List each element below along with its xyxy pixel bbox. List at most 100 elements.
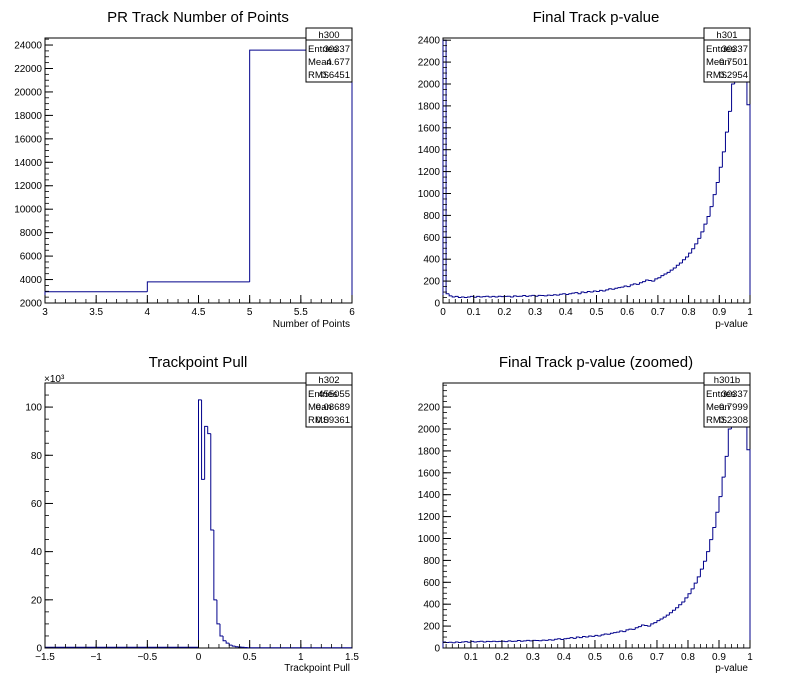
histogram-bin (721, 151, 726, 168)
stats-name: h302 (318, 375, 339, 386)
histogram-bin (691, 248, 695, 254)
histogram-bin (709, 206, 714, 217)
histogram-bin (470, 295, 474, 297)
histogram-bin (657, 277, 661, 279)
histogram-bin (690, 588, 695, 594)
histogram-bin (454, 295, 459, 297)
histogram-bin (688, 252, 692, 258)
histogram-bin (596, 290, 600, 292)
stats-name: h301b (714, 375, 740, 386)
histogram-bin (494, 296, 499, 298)
histogram-bin (634, 627, 639, 630)
x-tick-label: 0 (440, 307, 446, 318)
histogram-bin (467, 296, 471, 298)
y-tick-label: 1800 (418, 446, 441, 457)
y-tick-label: 0 (434, 299, 440, 310)
histogram-bin (207, 426, 211, 435)
histogram-bin (583, 292, 588, 294)
histogram-bin (718, 166, 723, 183)
histogram-bin (614, 287, 618, 290)
histogram-bin (678, 604, 682, 608)
stats-label-mean: Mean (308, 57, 332, 68)
histogram-bin (546, 294, 551, 296)
histogram-bin (529, 640, 533, 642)
y-tick-label: 800 (423, 211, 440, 222)
histogram-bin (731, 83, 735, 112)
histogram-bin (625, 629, 630, 632)
histogram-bin (597, 635, 602, 637)
x-tick-label: 0.6 (620, 307, 634, 318)
y-tick-label: 10000 (14, 205, 42, 216)
histogram-bin (146, 281, 250, 292)
histogram-bin (645, 279, 649, 282)
x-tick-label: 0.7 (651, 307, 665, 318)
histogram-bin (565, 293, 569, 295)
x-tick-label: 0.1 (467, 307, 481, 318)
y-tick-label: 18000 (14, 111, 42, 122)
histogram-bin (204, 425, 208, 480)
histogram-bin (678, 262, 683, 266)
x-tick-label: −1.5 (35, 652, 55, 663)
pad-trackpoint-pull: Trackpoint Pull Trackpoint Pull ×10³ −1.… (25, 354, 359, 674)
histogram-bin (671, 609, 676, 613)
y-tick-label: 2200 (418, 403, 441, 414)
histogram-bin (528, 295, 533, 297)
histogram-bin (531, 294, 536, 296)
histogram-bin (721, 476, 726, 497)
histogram-bin (599, 289, 603, 292)
histogram-bin (644, 625, 648, 627)
histogram-bin (491, 295, 496, 297)
x-tick-label: 5 (247, 307, 253, 318)
stats-label-rms: RMS (706, 70, 727, 81)
y-tick-label: 2200 (418, 58, 441, 69)
histogram-bin (617, 287, 622, 289)
y-tick-label: 1600 (418, 468, 441, 479)
stats-value-rms: 0.6451 (321, 70, 350, 81)
histogram-bin (662, 616, 667, 619)
y-tick-label: 1400 (418, 145, 441, 156)
stats-value-entries: 30337 (324, 44, 350, 55)
x-tick-label: 1 (298, 652, 304, 663)
stats-value-entries: 30337 (722, 389, 748, 400)
histogram-bin (537, 294, 542, 297)
y-tick-label: 1000 (418, 189, 441, 200)
x-tick-label: 6 (349, 307, 355, 318)
histogram-bin (702, 560, 707, 570)
histogram-bin (497, 295, 502, 297)
histogram-bin (703, 223, 708, 232)
histogram-bin (629, 284, 634, 287)
y-tick-label: 12000 (14, 181, 42, 192)
histogram-bin (571, 292, 576, 294)
stats-label-entries: Entries (308, 44, 338, 55)
stats-value-mean: 0.7501 (719, 57, 748, 68)
histogram-bin (687, 593, 692, 598)
x-tick-label: 0.1 (464, 652, 478, 663)
y-tick-label: 6000 (20, 252, 43, 263)
histogram-bin (457, 296, 462, 299)
histogram-bin (467, 641, 471, 643)
histogram-bin (577, 292, 582, 295)
x-tick-label: 1 (747, 307, 753, 318)
y-tick-label: 600 (423, 578, 440, 589)
histogram-bin (216, 599, 220, 625)
stats-box: h301 Entries 30337 Mean 0.7501 RMS 0.295… (703, 27, 751, 83)
histogram-bin (553, 294, 557, 296)
x-tick-label: 1.5 (345, 652, 359, 663)
x-tick-label: 0.4 (559, 307, 573, 318)
histogram-bin (656, 620, 661, 623)
histogram-bin (520, 640, 524, 642)
histogram-bin (603, 633, 608, 635)
stats-body-box (305, 384, 353, 428)
histogram-bin (724, 131, 729, 152)
y-tick-label: 400 (423, 255, 440, 266)
y-axis-exponent: ×10³ (44, 374, 65, 385)
y-tick-label: 200 (423, 277, 440, 288)
y-tick-label: 80 (31, 451, 43, 462)
stats-label-entries: Entries (706, 389, 736, 400)
histogram-bin (712, 527, 716, 540)
y-tick-label: 200 (423, 622, 440, 633)
stats-label-entries: Entries (308, 389, 338, 400)
y-tick-label: 0 (36, 644, 42, 655)
histogram-bin (513, 295, 517, 297)
